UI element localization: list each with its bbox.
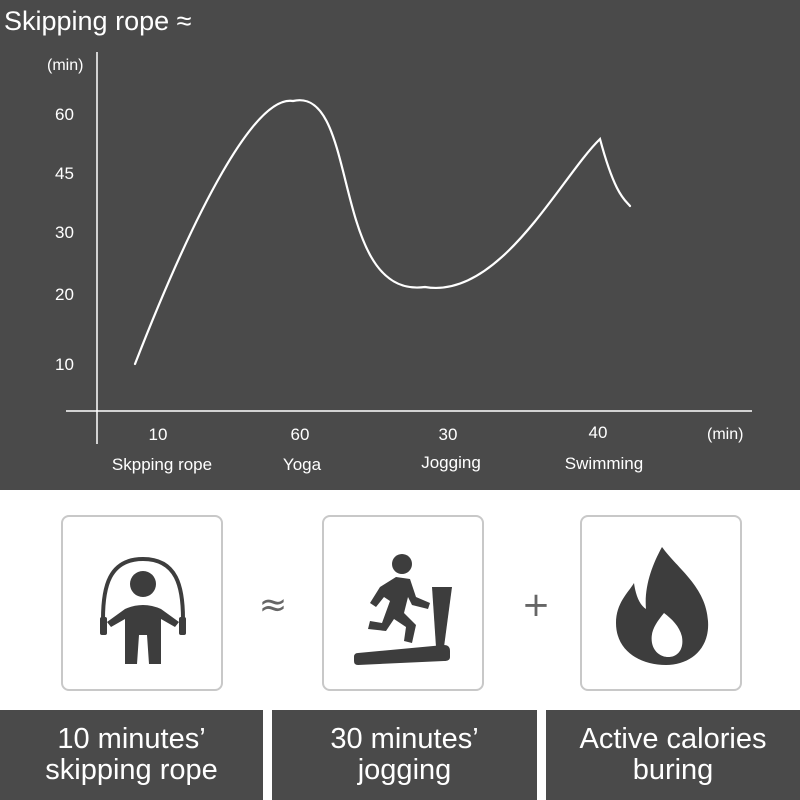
- flame-icon: [616, 547, 709, 665]
- jump-rope-person-icon: [100, 556, 186, 664]
- y-tick-label: 10: [55, 355, 74, 374]
- x-tick-value: 60: [291, 425, 310, 444]
- y-tick-label: 30: [55, 223, 74, 242]
- x-category-label: Yoga: [283, 455, 322, 474]
- x-axis-label: (min): [707, 426, 743, 443]
- plus-operator: +: [521, 585, 551, 625]
- y-tick-label: 20: [55, 285, 74, 304]
- caption-line: buring: [632, 754, 714, 786]
- y-axis-label: (min): [47, 57, 83, 74]
- x-category-label: Swimming: [565, 454, 643, 473]
- x-category-label: Skpping rope: [112, 455, 212, 474]
- y-tick-label: 45: [55, 164, 74, 183]
- caption-calories: Active calories buring: [546, 710, 800, 800]
- x-tick-value: 10: [149, 425, 168, 444]
- caption-line: Active calories: [579, 723, 767, 755]
- series-line: [133, 99, 632, 366]
- y-tick-label: 60: [55, 105, 74, 124]
- treadmill-runner-icon: [354, 554, 452, 665]
- line-chart: (min) (min) 60 45 30 20 10 10 60 30 40 S…: [47, 52, 752, 474]
- chart-panel: (min) (min) 60 45 30 20 10 10 60 30 40 S…: [0, 0, 800, 490]
- approx-operator: ≈: [258, 585, 288, 625]
- caption-line: 10 minutes’: [57, 723, 206, 755]
- x-tick-value: 40: [589, 423, 608, 442]
- x-tick-value: 30: [439, 425, 458, 444]
- flame-card: [580, 515, 742, 691]
- caption-skipping: 10 minutes’ skipping rope: [0, 710, 263, 800]
- caption-line: 30 minutes’: [330, 723, 479, 755]
- caption-line: jogging: [357, 754, 452, 786]
- caption-jogging: 30 minutes’ jogging: [272, 710, 537, 800]
- jump-rope-card: [61, 515, 223, 691]
- treadmill-card: [322, 515, 484, 691]
- caption-line: skipping rope: [45, 754, 218, 786]
- x-category-label: Jogging: [421, 453, 481, 472]
- chart-title: Skipping rope ≈: [4, 6, 192, 36]
